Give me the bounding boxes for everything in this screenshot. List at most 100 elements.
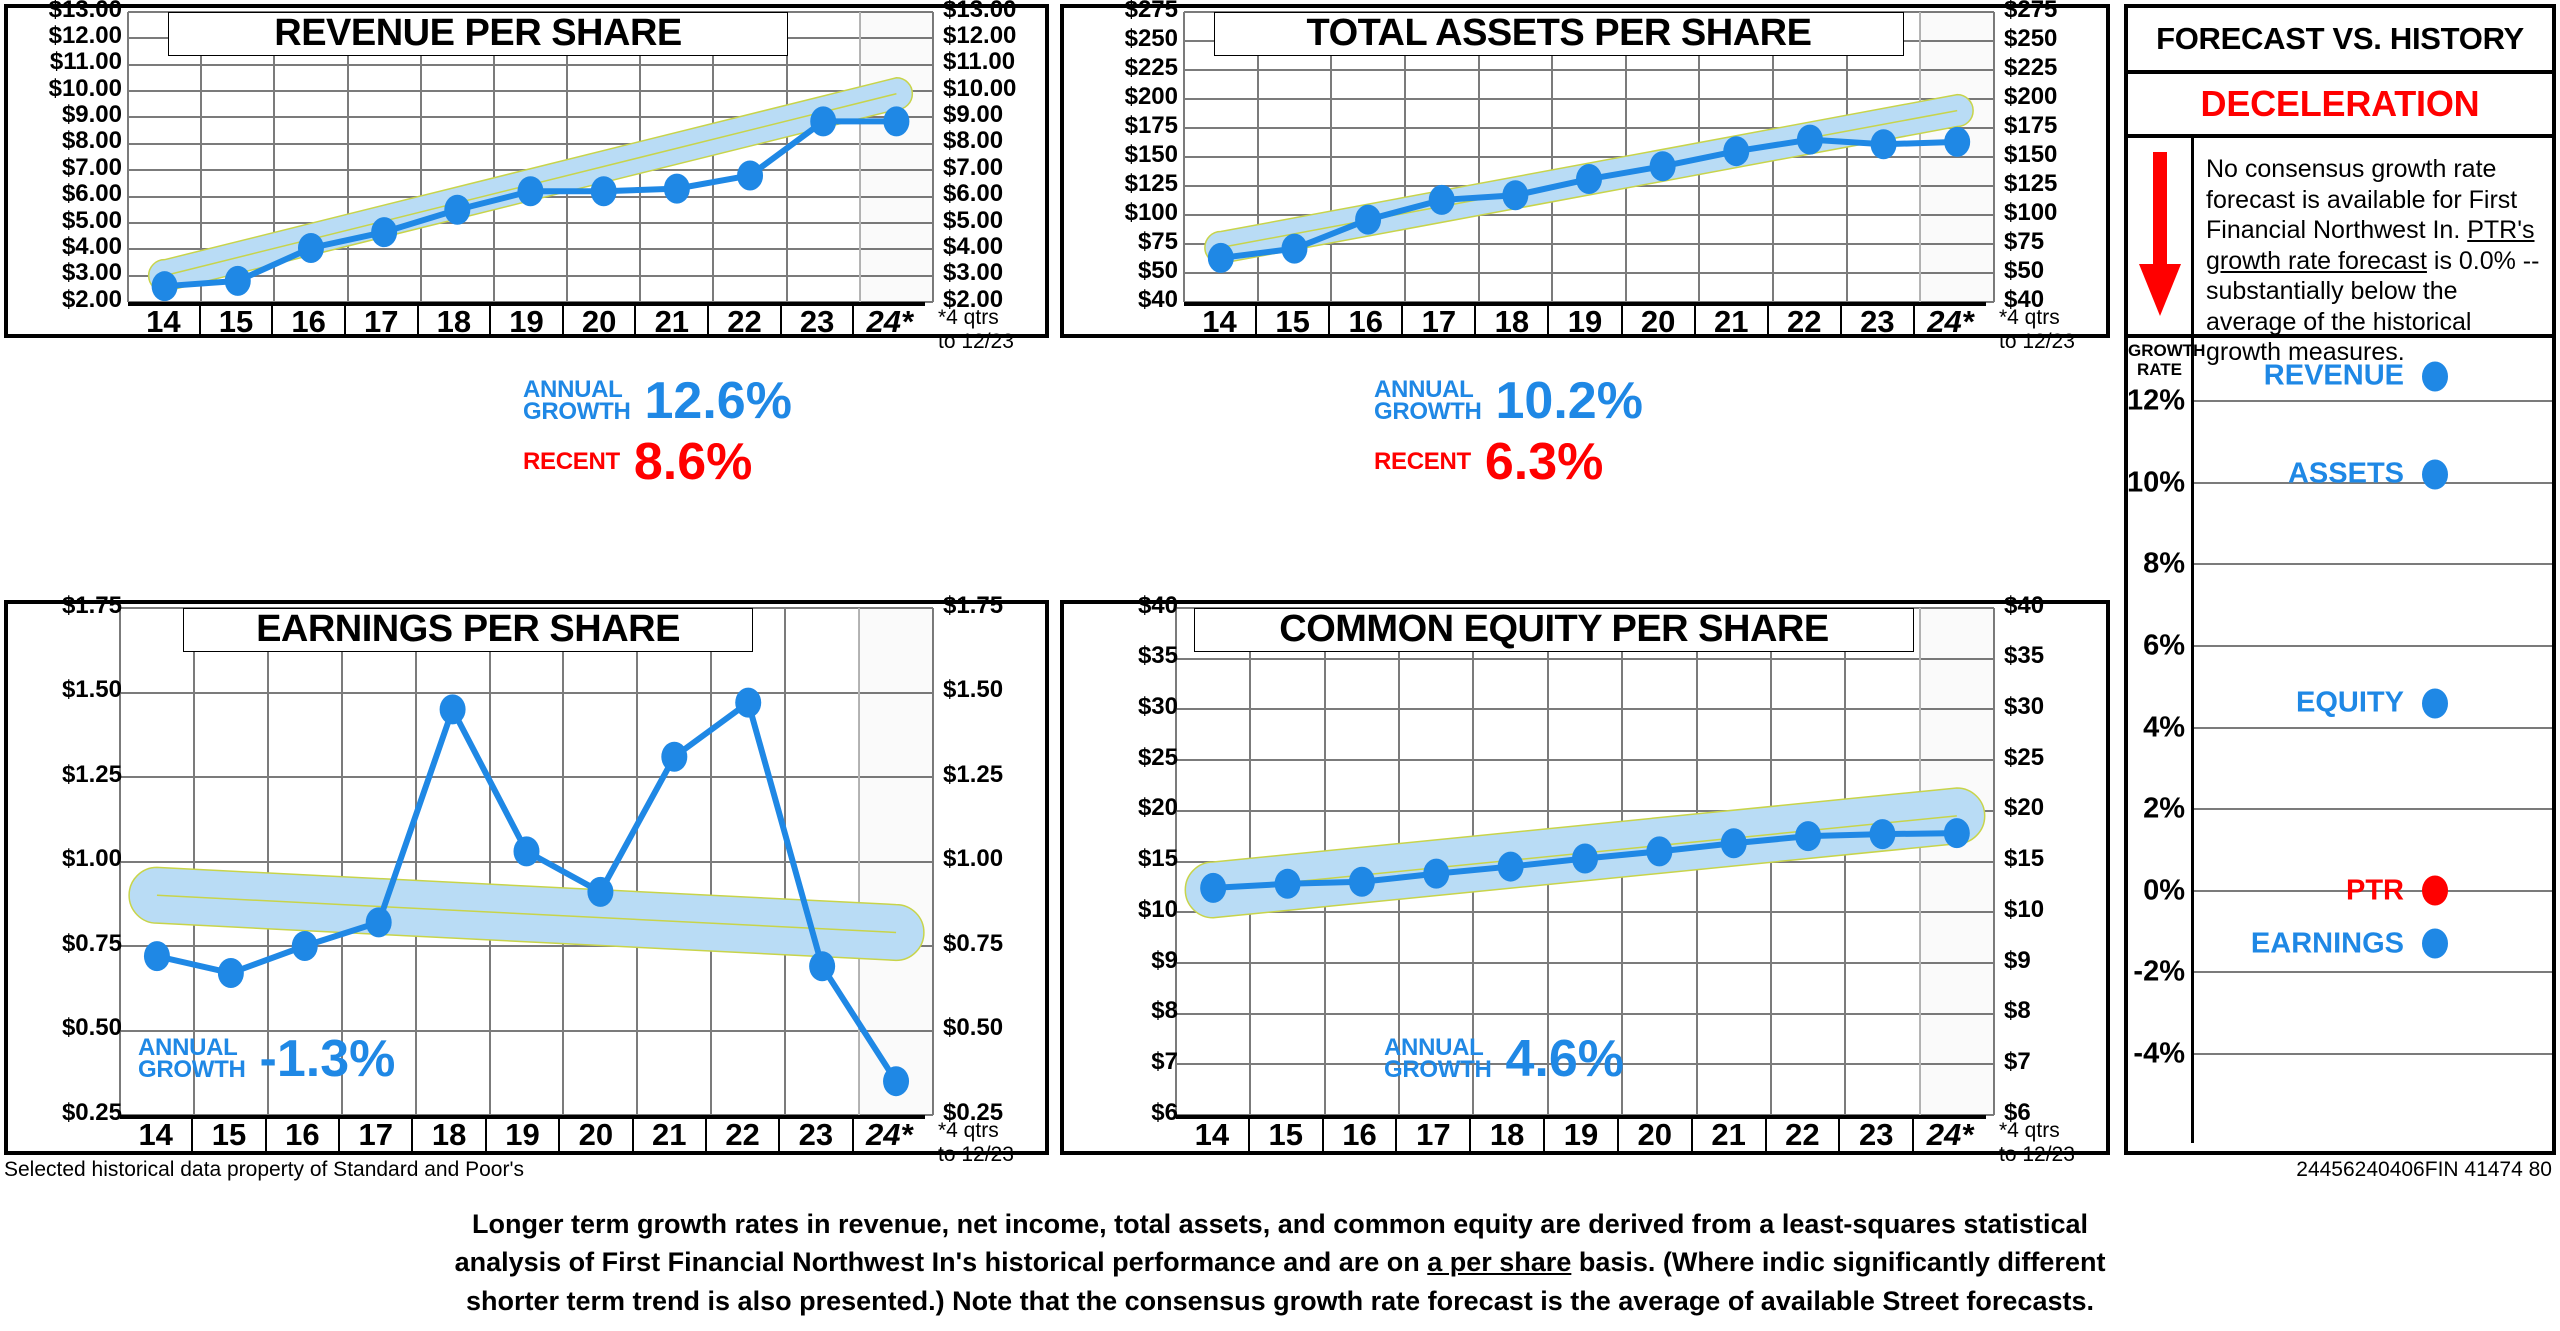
y-axis-tick-label: $11.00 [943, 48, 1016, 76]
gridline-horizontal [1176, 657, 1994, 660]
growth-annotations-assets: ANNUAL GROWTH 10.2% RECENT 6.3% [1374, 375, 1643, 488]
data-point-marker [661, 741, 688, 772]
y-axis-tick-label: $2.00 [943, 285, 1004, 313]
x-axis-tick-20: 20 [560, 1117, 634, 1152]
series-overlay [147, 77, 914, 302]
gridline-vertical [273, 12, 276, 302]
arrow-cell [2128, 138, 2194, 334]
y-axis-tick-label: $6.00 [61, 180, 122, 208]
growth-rate-tick-label: -4% [2133, 1037, 2185, 1070]
data-point-marker [1355, 204, 1382, 235]
y-axis-tick-label: $9.00 [943, 101, 1004, 129]
y-axis-tick-label: $13.00 [48, 0, 122, 23]
y-axis-tick-label: $7 [2004, 1047, 2031, 1075]
data-point-marker [1428, 184, 1455, 215]
chart-panel-revenue-per-share: REVENUE PER SHARE ANNUAL GROWTH 12.6% REC… [4, 0, 1049, 488]
x-axis-tick-17: 17 [1397, 1117, 1472, 1152]
y-axis-tick-label: $250 [2004, 24, 2058, 52]
chart-title-revenue: REVENUE PER SHARE [168, 12, 788, 56]
annual-growth-row: ANNUAL GROWTH -1.3% [138, 1030, 396, 1088]
annual-growth-value: -1.3% [259, 1030, 396, 1088]
growth-rate-tick-label: 12% [2126, 384, 2185, 417]
y-axis-tick-label: $3.00 [61, 259, 122, 287]
footer-line-2b: basis. (Where indic significantly differ… [1571, 1247, 2106, 1278]
y-axis-tick-label: $0.25 [943, 1098, 1004, 1126]
x-axis-note-line2: to 12/23 [1999, 330, 2075, 354]
growth-annotations-revenue: ANNUAL GROWTH 12.6% RECENT 8.6% [523, 372, 792, 488]
x-axis-tick-20: 20 [564, 304, 637, 339]
y-axis-tick-label: $12.00 [943, 21, 1017, 49]
data-point-marker [587, 876, 614, 907]
gridline-vertical [858, 12, 861, 302]
data-point-marker [444, 194, 471, 225]
x-axis-assets: 14 15 16 17 18 19 20 21 22 23 24* [1184, 302, 1986, 339]
data-point-marker [737, 160, 764, 191]
y-axis-tick-label: $75 [1137, 227, 1178, 255]
chart-panel-total-assets-per-share: TOTAL ASSETS PER SHARE ANNUAL GROWTH 10.2… [1060, 0, 2110, 488]
data-point-marker [513, 836, 540, 867]
gridline-horizontal [1176, 708, 1994, 711]
y-axis-tick-label: $100 [2004, 198, 2058, 226]
series-overlay [128, 687, 925, 1097]
y-axis-tick-label: $1.50 [61, 676, 122, 704]
y-axis-tick-label: $200 [1124, 82, 1178, 110]
source-note: Selected historical data property of Sta… [4, 1158, 524, 1181]
x-axis-tick-16: 16 [273, 304, 346, 339]
x-axis-tick-24star: 24* [1926, 1117, 1974, 1152]
y-axis-tick-label: $20 [1137, 794, 1178, 822]
x-axis-note-assets: *4 qtrs to 12/23 [1999, 306, 2075, 354]
x-axis-tick-23: 23 [782, 304, 855, 339]
growth-rate-item-label: EQUITY [2296, 686, 2404, 719]
x-axis-tick-22: 22 [1767, 1117, 1841, 1152]
y-axis-tick-label: $9 [1151, 946, 1178, 974]
annual-growth-row: ANNUAL GROWTH 12.6% [523, 372, 792, 430]
data-point-marker [1646, 836, 1673, 867]
gridline-vertical [1918, 608, 1921, 1115]
y-axis-tick-label: $13.00 [943, 0, 1017, 23]
growth-rate-item-label: EARNINGS [2250, 927, 2404, 960]
x-axis-tick-18: 18 [419, 304, 492, 339]
y-axis-tick-label: $10.00 [48, 74, 122, 102]
gridline-horizontal [1184, 243, 1994, 245]
gridline-horizontal [120, 1029, 933, 1032]
x-axis-tick-19: 19 [487, 1117, 561, 1152]
footer-paragraph: Longer term growth rates in revenue, net… [0, 1205, 2560, 1320]
y-axis-tick-label: $6 [2004, 1098, 2031, 1126]
y-axis-tick-label: $8.00 [943, 127, 1004, 155]
gridline-vertical [1330, 12, 1333, 302]
data-point-marker [143, 941, 170, 972]
x-axis-note-equity: *4 qtrs to 12/23 [1999, 1119, 2075, 1167]
growth-rate-item-equity: EQUITY [2296, 687, 2448, 720]
forecast-body-part2: is 0.0% -- substantially below the avera… [2206, 246, 2540, 367]
y-axis-tick-label: $10 [1137, 895, 1178, 923]
data-point-marker [291, 931, 318, 961]
y-axis-tick-label: $0.50 [943, 1014, 1004, 1042]
data-point-marker [1497, 851, 1524, 882]
y-axis-tick-label: $20 [2004, 794, 2045, 822]
growth-annotations-equity: ANNUAL GROWTH 4.6% [1384, 1033, 1624, 1085]
gridline-vertical [346, 12, 349, 302]
forecast-verdict-badge: DECELERATION [2128, 74, 2552, 138]
gridline-horizontal [120, 945, 933, 947]
data-point-marker [1576, 164, 1602, 195]
data-point-marker [663, 173, 690, 204]
y-axis-tick-label: $1.75 [943, 591, 1004, 619]
annual-growth-label: ANNUAL GROWTH [523, 375, 631, 426]
data-point-marker [1423, 858, 1450, 889]
y-axis-tick-label: $275 [1124, 0, 1178, 23]
y-axis-tick-label: $1.50 [943, 676, 1004, 704]
growth-rate-tick-label: 2% [2143, 792, 2185, 825]
x-axis-note-line1: *4 qtrs [1999, 306, 2060, 329]
x-axis-note-line1: *4 qtrs [938, 306, 999, 329]
annual-growth-value: 12.6% [644, 372, 792, 430]
y-axis-tick-label: $30 [1137, 693, 1178, 720]
gridline-horizontal [1176, 961, 1994, 964]
gridline-vertical [566, 12, 569, 302]
gridline-vertical [419, 12, 422, 302]
x-axis-tick-23: 23 [1840, 1117, 1915, 1152]
y-axis-tick-label: $30 [2004, 693, 2045, 720]
growth-rate-item-label: PTR [2346, 874, 2404, 907]
gridline-horizontal [1176, 809, 1994, 812]
x-axis-tick-15: 15 [201, 304, 274, 339]
data-point-marker [1502, 180, 1529, 211]
